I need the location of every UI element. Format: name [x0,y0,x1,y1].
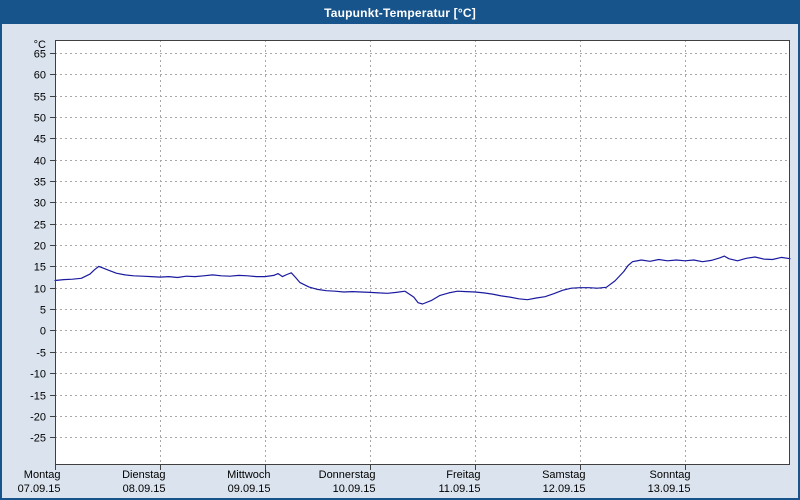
plot-background [55,40,790,465]
y-tick-label: 30 [34,198,46,210]
window-title: Taupunkt-Temperatur [°C] [324,6,476,20]
x-day-label: Mittwoch [227,469,270,481]
y-tick-label: -10 [30,369,46,381]
y-tick-label: 25 [34,220,46,232]
y-tick-label: 55 [34,92,46,104]
y-tick-label: -5 [36,348,46,360]
y-tick-label: 65 [34,49,46,61]
plot-area [55,40,790,465]
y-tick-label: -15 [30,391,46,403]
gridlines [55,40,790,465]
y-tick-label: -20 [30,412,46,424]
y-tick-label: 5 [40,305,46,317]
x-axis: Montag 07.09.15 Dienstag 08.09.15 Mittwoch 09… [18,465,691,495]
plot-border [55,40,790,465]
y-tick-label: 10 [34,284,46,296]
x-date-label: 10.09.15 [333,483,376,495]
y-tick-label: 40 [34,156,46,168]
y-tick-label: 50 [34,113,46,125]
x-date-label: 07.09.15 [18,483,61,495]
y-axis-unit-label: °C [34,39,46,51]
y-tick-label: 20 [34,241,46,253]
y-tick-label: 15 [34,262,46,274]
series-line [54,255,791,305]
x-day-label: Dienstag [122,469,165,481]
y-tick-label: 45 [34,134,46,146]
x-day-label: Freitag [446,469,480,481]
title-bar[interactable]: Taupunkt-Temperatur [°C] [2,2,798,24]
x-date-label: 08.09.15 [123,483,166,495]
x-day-label: Montag [24,469,61,481]
y-tick-label: 60 [34,70,46,82]
x-date-label: 11.09.15 [438,483,480,495]
x-day-label: Donnerstag [319,469,376,481]
x-day-label: Sonntag [650,469,691,481]
x-date-label: 13.09.15 [648,483,691,495]
plot-border-rect [55,40,790,465]
x-date-label: 12.09.15 [543,483,586,495]
x-date-label: 09.09.15 [228,483,271,495]
x-day-label: Samstag [542,469,585,481]
y-axis: 65605550454035302520151050-5-10-15-20-25… [30,39,55,445]
y-tick-label: 35 [34,177,46,189]
y-tick-label: -25 [30,433,46,445]
dewpoint-series-line [54,255,791,305]
y-tick-label: 0 [40,326,46,338]
